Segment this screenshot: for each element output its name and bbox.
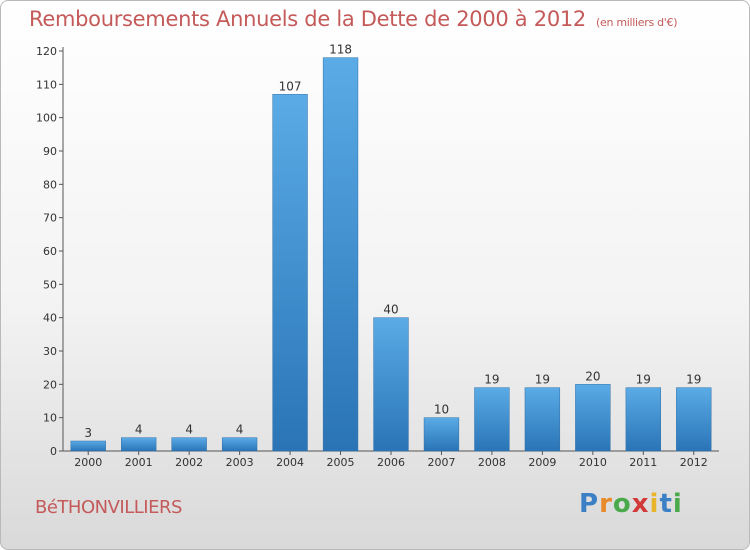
data-label-2002: 4 [185,423,193,437]
x-tick-label-2004: 2004 [276,456,304,469]
proxiti-logo: Proxiti [579,489,683,519]
x-tick-label-2011: 2011 [629,456,657,469]
bar-2009 [524,387,561,452]
data-label-2001: 4 [135,423,143,437]
data-label-2005: 118 [329,43,352,57]
y-tick-label: 120 [36,45,57,58]
y-tick-label: 40 [43,312,57,325]
bar-2008 [474,387,510,452]
bar-layer [70,57,712,452]
data-label-2009: 19 [535,373,550,387]
bar-2001 [121,437,157,452]
data-label-2010: 20 [585,369,600,383]
logo-letter: o [612,489,632,519]
logo-letter: x [631,489,650,519]
y-tick-label: 100 [36,112,57,125]
y-tick-label: 20 [43,378,57,391]
bar-2003 [221,437,258,452]
y-tick-label: 50 [43,278,57,291]
x-tick-label-2012: 2012 [680,456,708,469]
x-tick-label-2003: 2003 [226,456,254,469]
y-tick-label: 60 [43,245,57,258]
axis-layer: 0 10 20 30 40 50 60 70 80 90 100 110 120 2000 2001 2002… [36,45,719,469]
y-tick-label: 80 [43,178,57,191]
y-tick-label: 90 [43,145,57,158]
data-label-2012: 19 [686,373,701,387]
logo-letter: r [599,489,613,519]
chart-title-text: Remboursements Annuels de la Dette de 20… [29,7,586,31]
y-tick-label: 0 [50,445,57,458]
logo-letter: i [672,489,683,519]
y-tick-label: 30 [43,345,57,358]
bar-2011 [625,387,661,452]
x-tick-label-2006: 2006 [377,456,405,469]
x-tick-label-2000: 2000 [74,456,102,469]
logo-letter: i [649,489,660,519]
data-label-2007: 10 [434,403,449,417]
x-tick-label-2008: 2008 [478,456,506,469]
x-tick-label-2010: 2010 [579,456,607,469]
bar-2002 [171,437,207,452]
bar-2005 [322,57,359,452]
y-tick-label: 110 [36,78,57,91]
logo-letter: P [579,489,600,519]
bar-2000 [70,440,106,452]
data-label-2004: 107 [279,79,302,93]
x-tick-label-2001: 2001 [125,456,153,469]
data-label-2011: 19 [636,373,651,387]
bar-2006 [373,317,409,452]
bar-2007 [423,417,460,452]
label-layer: 3 4 4 4 107 118 40 10 19 19 20 19 19 [84,43,701,440]
x-tick-label-2005: 2005 [327,456,355,469]
commune-name: BéTHONVILLIERS [35,497,182,518]
bar-2010 [575,384,611,452]
chart-subtitle: (en milliers d'€) [596,16,678,29]
data-label-2006: 40 [383,303,398,317]
data-label-2003: 4 [236,423,244,437]
y-tick-label: 70 [43,212,57,225]
x-tick-label-2002: 2002 [175,456,203,469]
chart-title: Remboursements Annuels de la Dette de 20… [29,7,677,31]
x-tick-label-2009: 2009 [528,456,556,469]
bar-2012 [676,387,712,452]
data-label-2000: 3 [84,426,92,440]
bar-2004 [272,94,308,452]
data-label-2008: 19 [484,373,499,387]
x-tick-label-2007: 2007 [427,456,455,469]
y-tick-label: 10 [43,412,57,425]
logo-letter: t [659,489,673,519]
